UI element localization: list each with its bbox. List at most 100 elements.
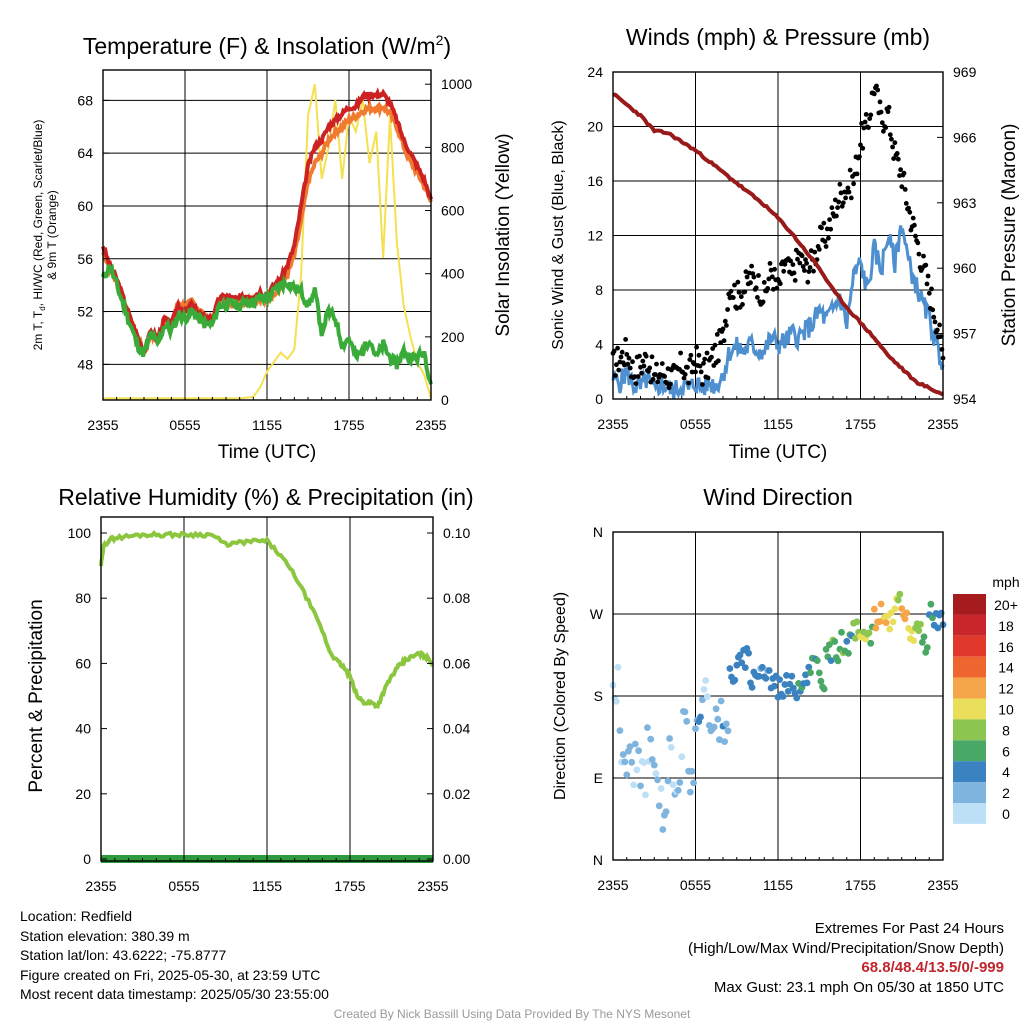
direction-point	[765, 667, 773, 674]
gust-point	[618, 354, 624, 360]
winds-xlabel: Time (UTC)	[729, 442, 828, 463]
gust-point	[790, 262, 796, 267]
gust-point	[682, 372, 688, 377]
y-tick-label: 100	[68, 525, 92, 541]
gust-point	[647, 365, 653, 371]
direction-point	[710, 723, 718, 731]
y-tick-label: 56	[77, 251, 93, 267]
gust-point	[931, 314, 937, 320]
direction-point	[681, 708, 689, 716]
x-tick-label: 2355	[415, 417, 446, 433]
y-tick-label: 52	[77, 304, 93, 320]
direction-point	[865, 629, 873, 637]
legend-swatch	[953, 803, 986, 824]
gust-point	[879, 120, 885, 126]
gust-point	[923, 262, 929, 268]
direction-point	[919, 638, 926, 646]
y-tick-label: 60	[77, 198, 93, 214]
direction-point	[716, 736, 723, 744]
direction-point	[623, 771, 631, 779]
direction-point	[635, 747, 642, 755]
gust-point	[924, 281, 930, 287]
y-tick-label: 68	[77, 92, 93, 108]
gust-point	[902, 187, 908, 192]
gust-point	[868, 112, 874, 118]
y-tick-label: 64	[77, 145, 93, 161]
y-tick-label: 4	[595, 337, 603, 353]
direction-point	[820, 685, 828, 693]
legend-label: 18	[998, 618, 1014, 634]
gust-point	[659, 361, 665, 366]
direction-panel-title: Wind Direction	[703, 484, 853, 510]
direction-point	[633, 766, 641, 774]
gust-point	[742, 289, 748, 295]
gust-point	[781, 268, 787, 274]
station-elevation: Station elevation: 380.39 m	[20, 927, 190, 944]
gust-point	[736, 289, 742, 295]
gust-point	[686, 380, 691, 386]
pressure-line	[612, 92, 944, 397]
x-tick-label: 2355	[927, 416, 958, 432]
extremes-title: Extremes For Past 24 Hours	[814, 920, 1004, 937]
gust-point	[744, 274, 750, 280]
direction-point	[702, 677, 710, 684]
gust-point	[788, 258, 793, 264]
legend-label: 20+	[994, 597, 1018, 613]
gust-point	[792, 278, 798, 283]
y-tick-label: 12	[587, 228, 603, 244]
gust-point	[761, 280, 767, 285]
direction-point	[655, 802, 663, 810]
gust-point	[851, 181, 856, 187]
direction-point	[667, 744, 675, 751]
gust-point	[630, 359, 635, 365]
y-right-tick-label: 400	[441, 266, 465, 282]
legend-label: 6	[1002, 743, 1010, 759]
direction-point	[688, 767, 696, 775]
gust-point	[925, 273, 931, 279]
y-tick-label: 24	[587, 64, 603, 80]
y-right-tick-label: 963	[953, 195, 977, 211]
direction-point	[793, 694, 801, 702]
y-tick-label: 20	[75, 786, 91, 802]
gust-point	[694, 344, 699, 350]
direction-axes: 2355 0555 1155 1755 2355 N E S W N	[590, 524, 959, 893]
gust-point	[760, 299, 766, 305]
direction-point	[822, 645, 830, 653]
winds-panel-title: Winds (mph) & Pressure (mb)	[626, 24, 930, 50]
gust-point	[662, 374, 667, 379]
direction-point	[736, 651, 744, 659]
gust-point	[700, 382, 705, 387]
x-tick-label: 1155	[252, 417, 282, 433]
direction-point	[870, 605, 878, 613]
x-tick-label: 1155	[252, 878, 282, 894]
gust-point	[883, 125, 889, 130]
direction-point	[784, 688, 792, 695]
gust-point	[655, 379, 661, 385]
gust-point	[639, 370, 644, 376]
extremes-info: Extremes For Past 24 Hours (High/Low/Max…	[688, 919, 1004, 997]
gust-point	[678, 350, 683, 356]
direction-point	[901, 615, 909, 623]
humidity-line	[99, 530, 435, 710]
gust-point	[862, 119, 868, 125]
y-tick-label: S	[594, 688, 603, 704]
direction-point	[628, 758, 636, 766]
direction-point	[803, 679, 811, 687]
gust-point	[640, 358, 646, 364]
speed-legend: 20+ 18 16 14 12 10 8 6 4 2 0	[953, 594, 1018, 824]
direction-point	[640, 759, 648, 766]
gust-point	[714, 332, 720, 337]
credit-line: Created By Nick Bassill Using Data Provi…	[333, 1007, 691, 1021]
direction-point	[927, 600, 935, 608]
direction-point	[896, 590, 904, 598]
gust-point	[846, 189, 852, 195]
direction-point	[690, 779, 697, 787]
y-right-tick-label: 1000	[441, 76, 472, 92]
direction-point	[781, 681, 789, 688]
gust-point	[811, 268, 816, 274]
gust-point	[751, 274, 757, 280]
gust-point	[623, 337, 628, 342]
x-tick-label: 0555	[168, 878, 199, 894]
y-right-tick-label: 957	[953, 326, 977, 342]
direction-point	[712, 705, 720, 713]
